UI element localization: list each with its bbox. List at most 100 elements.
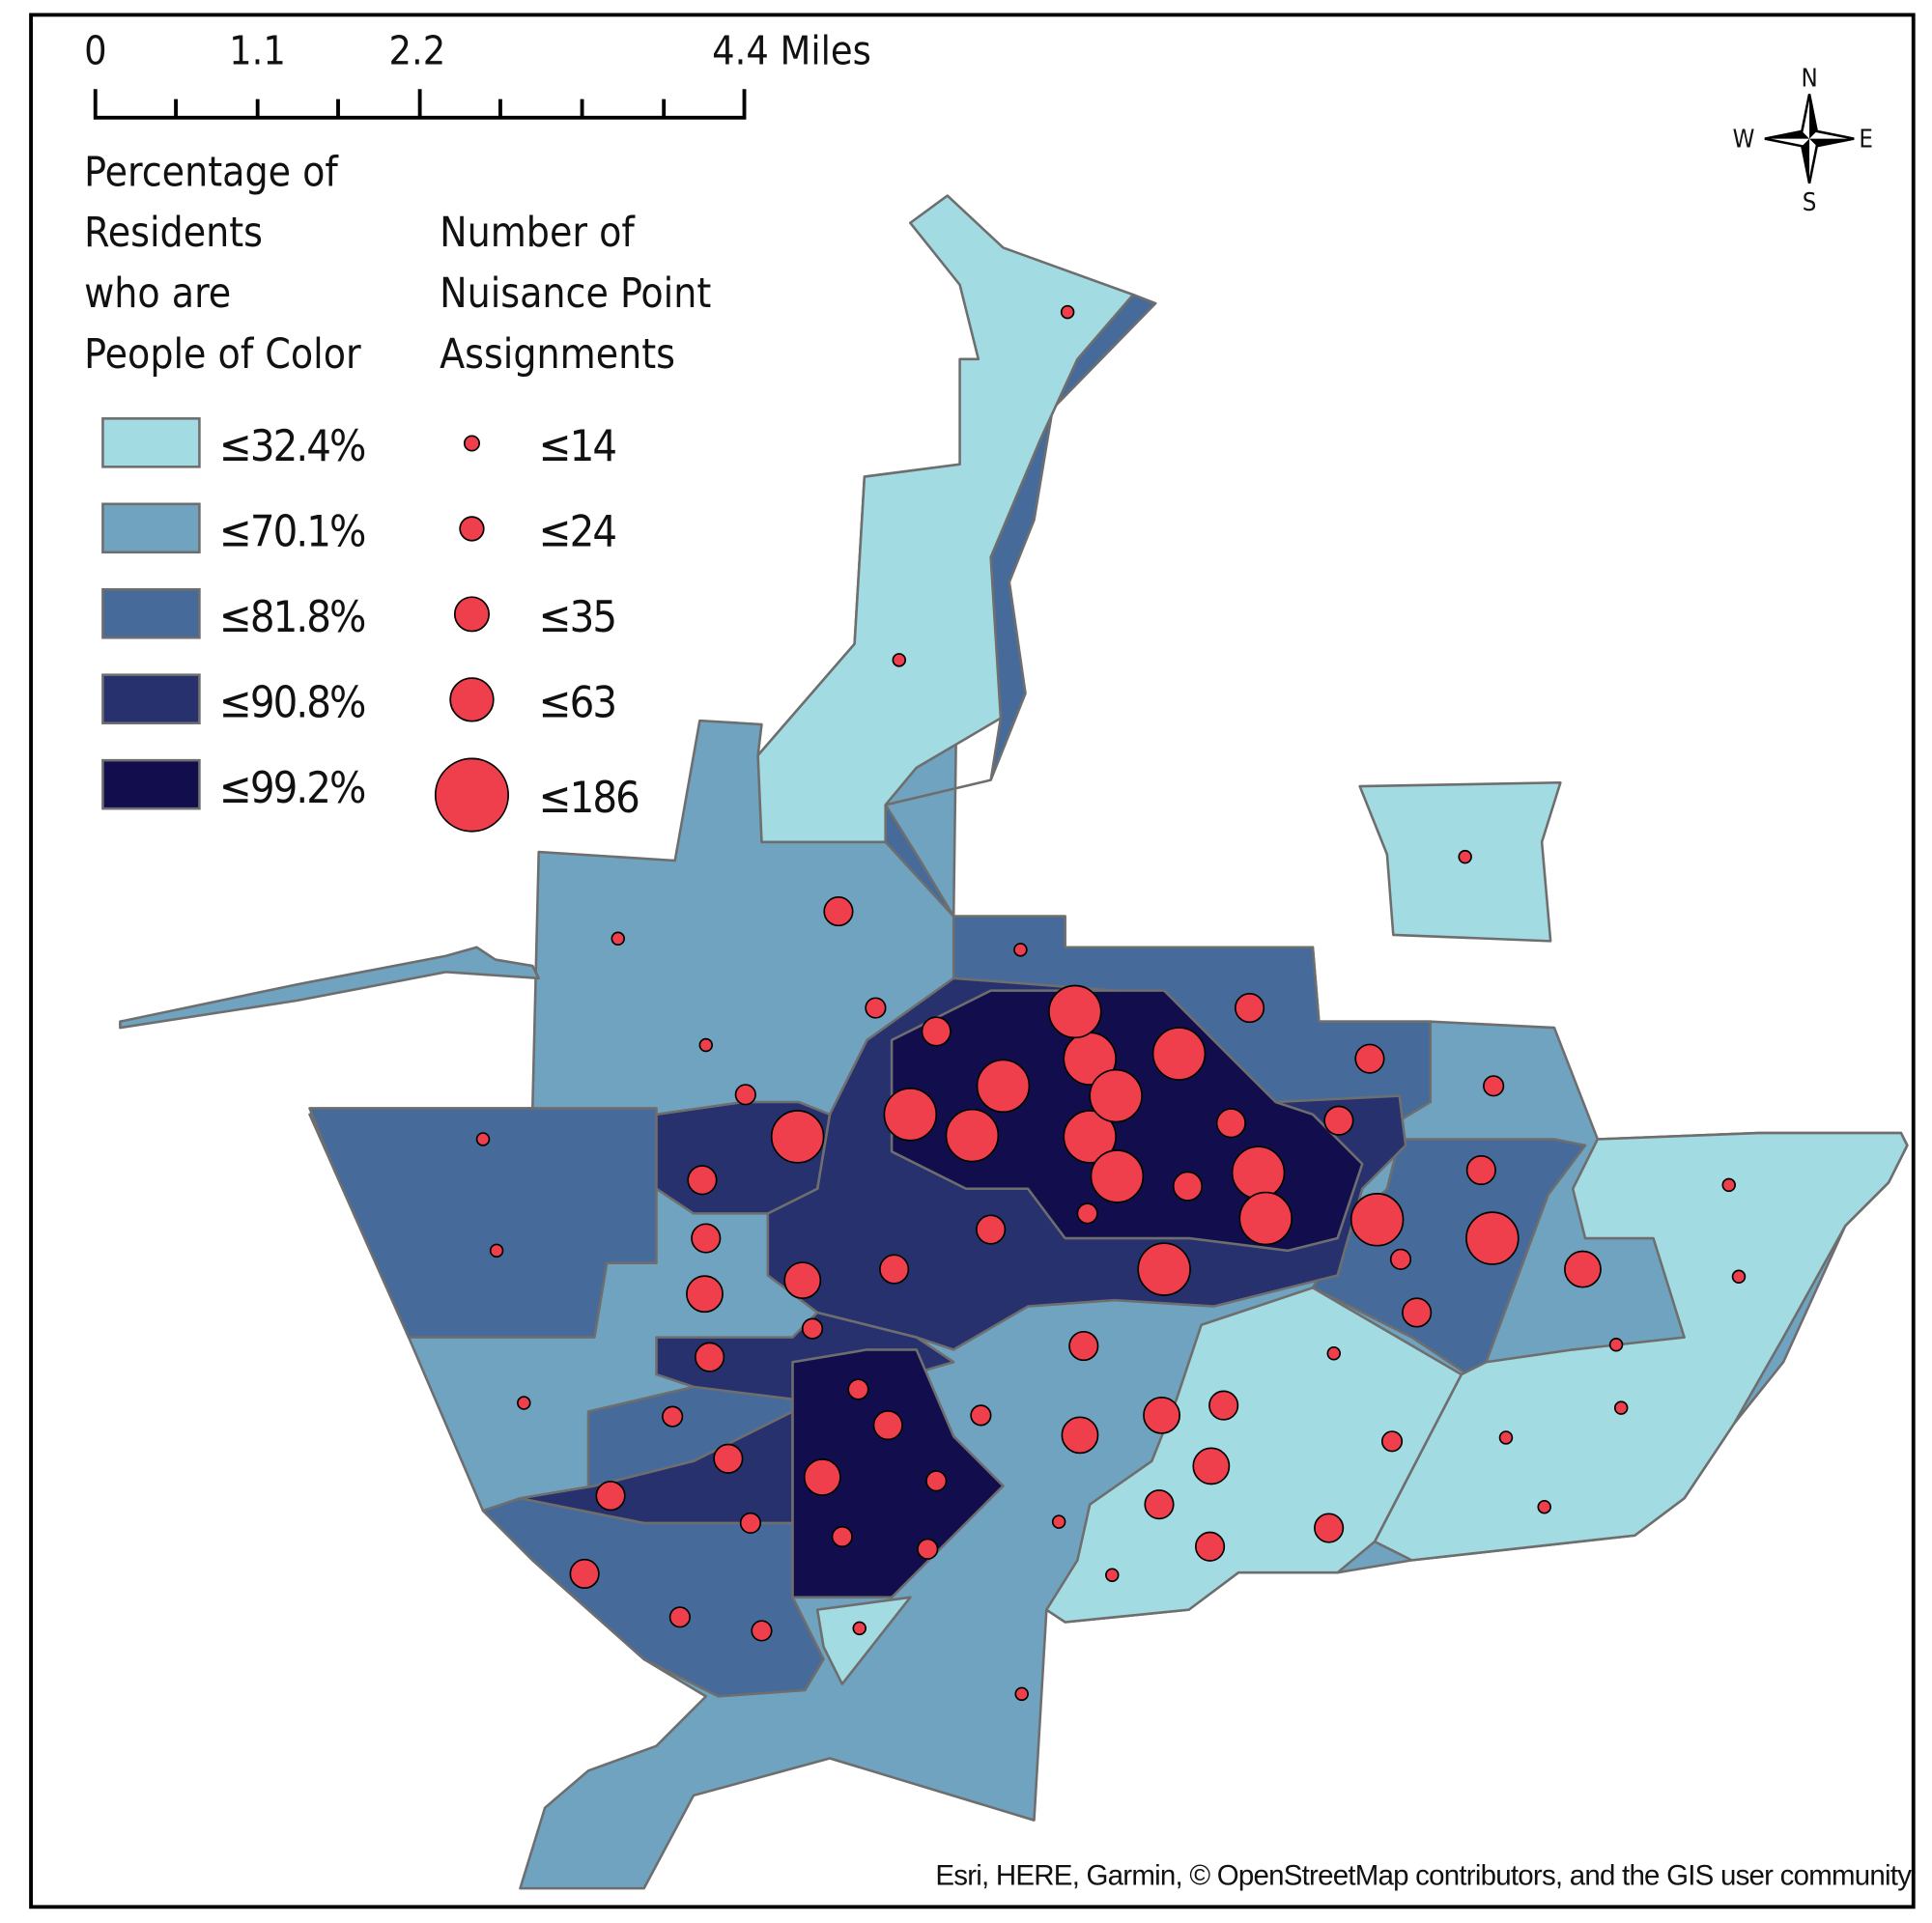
nuisance-point [917,1538,939,1560]
nuisance-point [921,1016,952,1047]
nuisance-point [1194,1531,1226,1562]
nuisance-point [1389,1248,1412,1270]
nuisance-point [1498,1430,1514,1445]
nuisance-point [1089,1068,1143,1123]
nuisance-point [1208,1390,1239,1421]
census-tract [119,946,540,1030]
legend-swatch [101,502,201,554]
nuisance-point [1192,1447,1231,1485]
nuisance-point [1014,1686,1029,1702]
nuisance-point [1465,1211,1520,1265]
scale-label-3: 4.4 Miles [712,28,871,74]
nuisance-point [783,1261,822,1300]
legend-class-label: ≤81.8% [219,591,365,642]
nuisance-point [1090,1149,1145,1203]
compass-e: E [1859,126,1873,155]
nuisance-point [1564,1250,1602,1288]
nuisance-point [662,1405,684,1428]
nuisance-point [1402,1297,1433,1328]
nuisance-point [686,1275,724,1314]
census-tract [1373,1131,1909,1562]
nuisance-point [1721,1177,1736,1193]
legend-point-label: ≤24 [539,505,616,556]
census-tract [1045,1287,1463,1624]
legend-choropleth-title: Percentage of Residents who are People o… [84,148,361,377]
compass-w: W [1733,126,1755,155]
legend-point-symbol [459,516,485,542]
nuisance-point [1144,1489,1175,1520]
legend-title-line: who are [84,269,231,317]
nuisance-point [1231,1145,1286,1200]
legend-swatch [101,417,201,468]
legend-title-line: People of Color [84,330,361,378]
scale-label-2: 2.2 [389,28,446,74]
nuisance-point [698,1037,714,1053]
nuisance-point [892,653,907,667]
nuisance-point [751,1620,773,1642]
legend-class-label: ≤99.2% [219,762,365,813]
nuisance-point [872,1410,903,1441]
legend-point-label: ≤186 [539,772,639,823]
nuisance-point [1076,1202,1098,1225]
nuisance-point [713,1443,744,1474]
nuisance-point [611,931,625,947]
nuisance-point [1537,1499,1551,1514]
nuisance-point [687,1165,718,1196]
nuisance-point [1238,1191,1293,1246]
north-arrow-compass: N S E W [1733,65,1873,217]
nuisance-point [803,1458,841,1496]
nuisance-point [1350,1193,1405,1247]
legend-point-symbol [434,757,509,833]
nuisance-point [739,1512,762,1534]
nuisance-point [865,997,887,1019]
scale-bar: 0 1.1 2.2 4.4 Miles [84,28,871,120]
legend-class-label: ≤32.4% [219,420,365,471]
nuisance-point [1458,849,1472,864]
nuisance-point [1048,984,1102,1039]
legend-title-line: Percentage of [84,148,339,195]
nuisance-point [945,1108,1000,1163]
nuisance-points-layer [475,304,1747,1702]
nuisance-point [517,1396,531,1410]
nuisance-point [1061,1416,1099,1455]
nuisance-point [1323,1105,1354,1136]
legend-title-line: Nuisance Point [440,269,711,317]
nuisance-point [823,896,854,927]
legend-point-symbol [449,677,495,722]
compass-n: N [1801,65,1817,94]
nuisance-point [691,1223,722,1254]
nuisance-point [695,1342,725,1372]
nuisance-point [1013,943,1028,957]
nuisance-point [1354,1043,1385,1074]
legend: Percentage of Residents who are People o… [84,148,711,833]
nuisance-point [1068,1330,1099,1362]
nuisance-point [1143,1396,1180,1434]
nuisance-point [970,1404,992,1427]
nuisance-point [976,1059,1031,1114]
nuisance-point [1314,1513,1345,1543]
census-tract [884,293,1433,1122]
legend-title-line: Assignments [440,330,675,378]
nuisance-point [1060,304,1075,320]
legend-swatch [101,673,201,724]
nuisance-point [734,1084,756,1106]
legend-swatch [101,587,201,639]
nuisance-point [1731,1269,1747,1285]
legend-point-label: ≤14 [539,420,616,471]
legend-point-label: ≤35 [539,591,615,642]
nuisance-point [1137,1242,1191,1296]
nuisance-point [976,1214,1007,1245]
census-tract [756,194,1135,844]
nuisance-point [1380,1430,1404,1453]
nuisance-point [1326,1346,1342,1361]
nuisance-point [1608,1338,1624,1352]
nuisance-point [831,1525,853,1548]
compass-s: S [1803,188,1817,217]
nuisance-point [1105,1568,1120,1582]
nuisance-point [801,1317,824,1340]
nuisance-point [1215,1108,1246,1139]
nuisance-point [595,1481,626,1512]
nuisance-point [883,1088,938,1142]
nuisance-point [1063,1110,1117,1164]
